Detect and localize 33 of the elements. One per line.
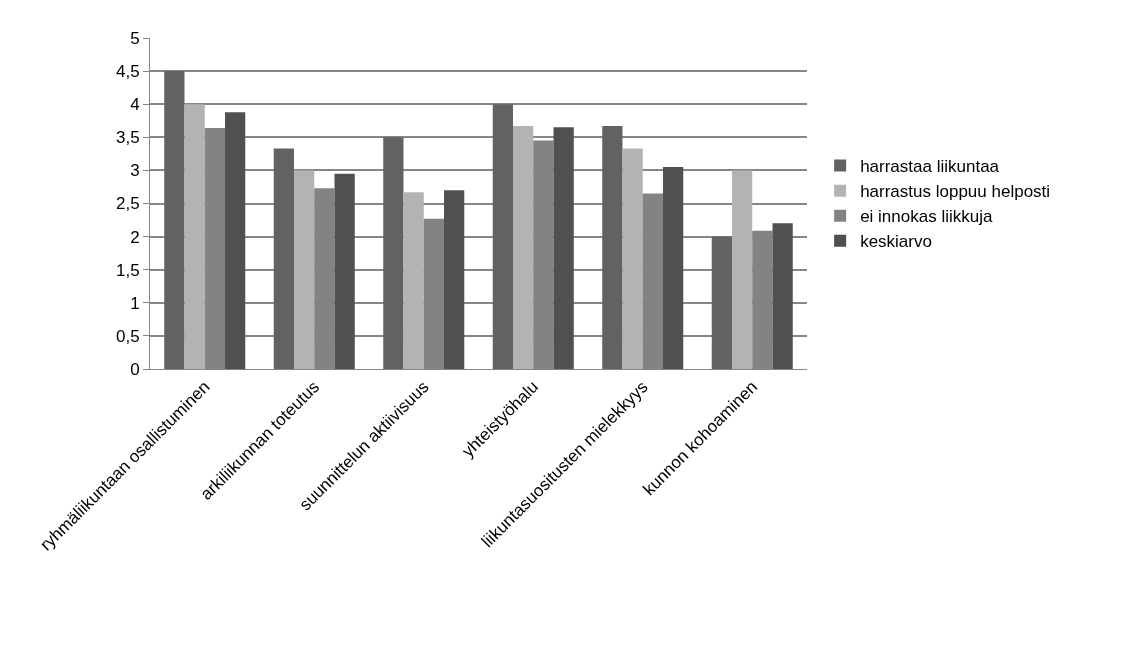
bar [273,148,294,369]
y-tick-label: 3,5 [115,128,140,148]
bar [663,167,684,369]
y-tick-label: 5 [130,28,140,48]
y-tick-label: 0,5 [115,326,140,346]
y-tick-label: 1,5 [115,260,140,280]
y-tick-label: 1 [130,293,140,313]
bar [622,148,643,369]
bar [731,170,753,369]
bar [602,126,623,369]
y-tick-label: 0 [130,359,140,379]
bar [184,104,205,369]
legend-label: ei innokas liikkuja [860,207,993,227]
bar [334,173,355,369]
bar [711,236,732,369]
legend-label: harrastus loppuu helposti [860,182,1051,202]
y-tick-label: 2 [130,227,140,247]
bar [772,223,793,369]
y-tick-label: 4,5 [115,62,140,82]
bar [164,71,185,369]
bar [512,126,534,369]
bar [403,192,424,369]
legend-label: keskiarvo [860,232,932,252]
bar [492,104,513,369]
bar [444,190,465,369]
legend-label: harrastaa liikuntaa [860,157,1000,177]
bar [383,137,404,369]
y-tick-label: 3 [130,161,140,181]
bar [225,112,246,369]
bar [293,170,315,369]
y-tick-label: 4 [130,95,140,115]
y-tick-label: 2,5 [115,194,140,214]
bar [553,127,574,369]
